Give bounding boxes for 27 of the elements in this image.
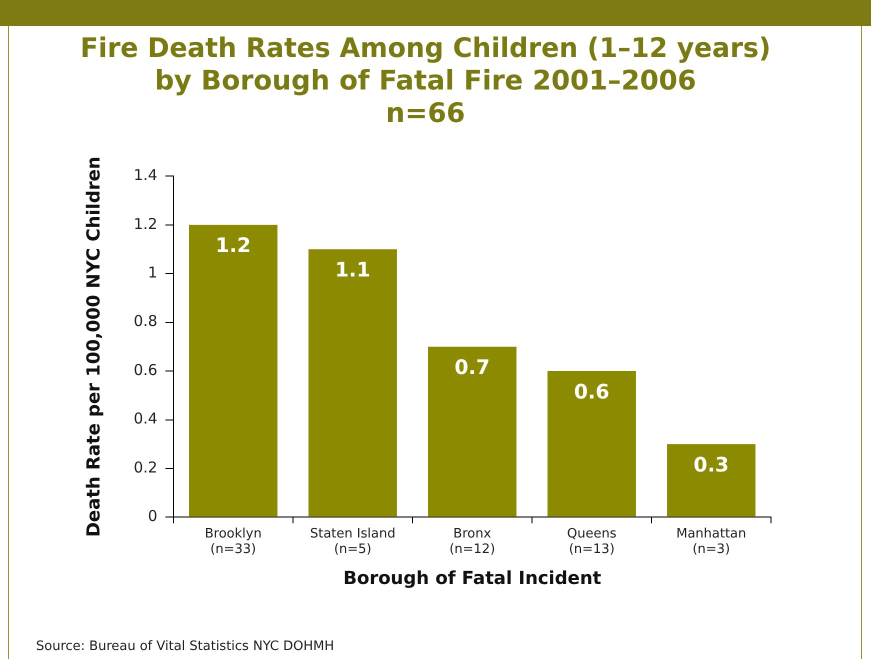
data-label: 1.1	[335, 257, 370, 282]
data-label: 0.7	[454, 354, 490, 379]
data-label: 0.6	[574, 379, 610, 404]
y-tick-label: 0.4	[134, 410, 158, 428]
x-tick-label: Brooklyn (n=33)	[204, 526, 262, 557]
chart-title: Fire Death Rates Among Children (1–12 years) by Borough of Fatal Fire 2001–2006 n=66	[80, 32, 771, 130]
bar	[548, 371, 636, 517]
y-tick-label: 0.8	[134, 312, 158, 330]
bar	[667, 444, 756, 517]
y-tick-label: 1	[148, 264, 158, 282]
x-tick-label: Staten Island (n=5)	[310, 526, 396, 557]
bar	[308, 249, 397, 517]
y-tick-label: 1.2	[134, 214, 158, 233]
y-tick-label: 1.4	[134, 166, 158, 184]
data-label: 1.2	[215, 233, 251, 258]
data-label: 0.3	[694, 452, 729, 476]
y-axis-title: Death Rate per 100,000 NYC Children	[83, 156, 104, 538]
x-axis-title: Borough of Fatal Incident	[343, 568, 602, 589]
y-tick-label: 0.2	[134, 458, 158, 476]
y-tick-label: 0	[148, 507, 158, 526]
source-note: Source: Bureau of Vital Statistics NYC DOHMH	[36, 639, 334, 654]
x-tick-label: Bronx (n=12)	[449, 526, 496, 557]
bar	[428, 346, 516, 517]
x-tick-label: Manhattan (n=3)	[676, 526, 746, 557]
y-tick-label: 0.6	[134, 360, 158, 379]
bar	[188, 224, 278, 517]
x-tick-label: Queens (n=13)	[566, 526, 617, 557]
